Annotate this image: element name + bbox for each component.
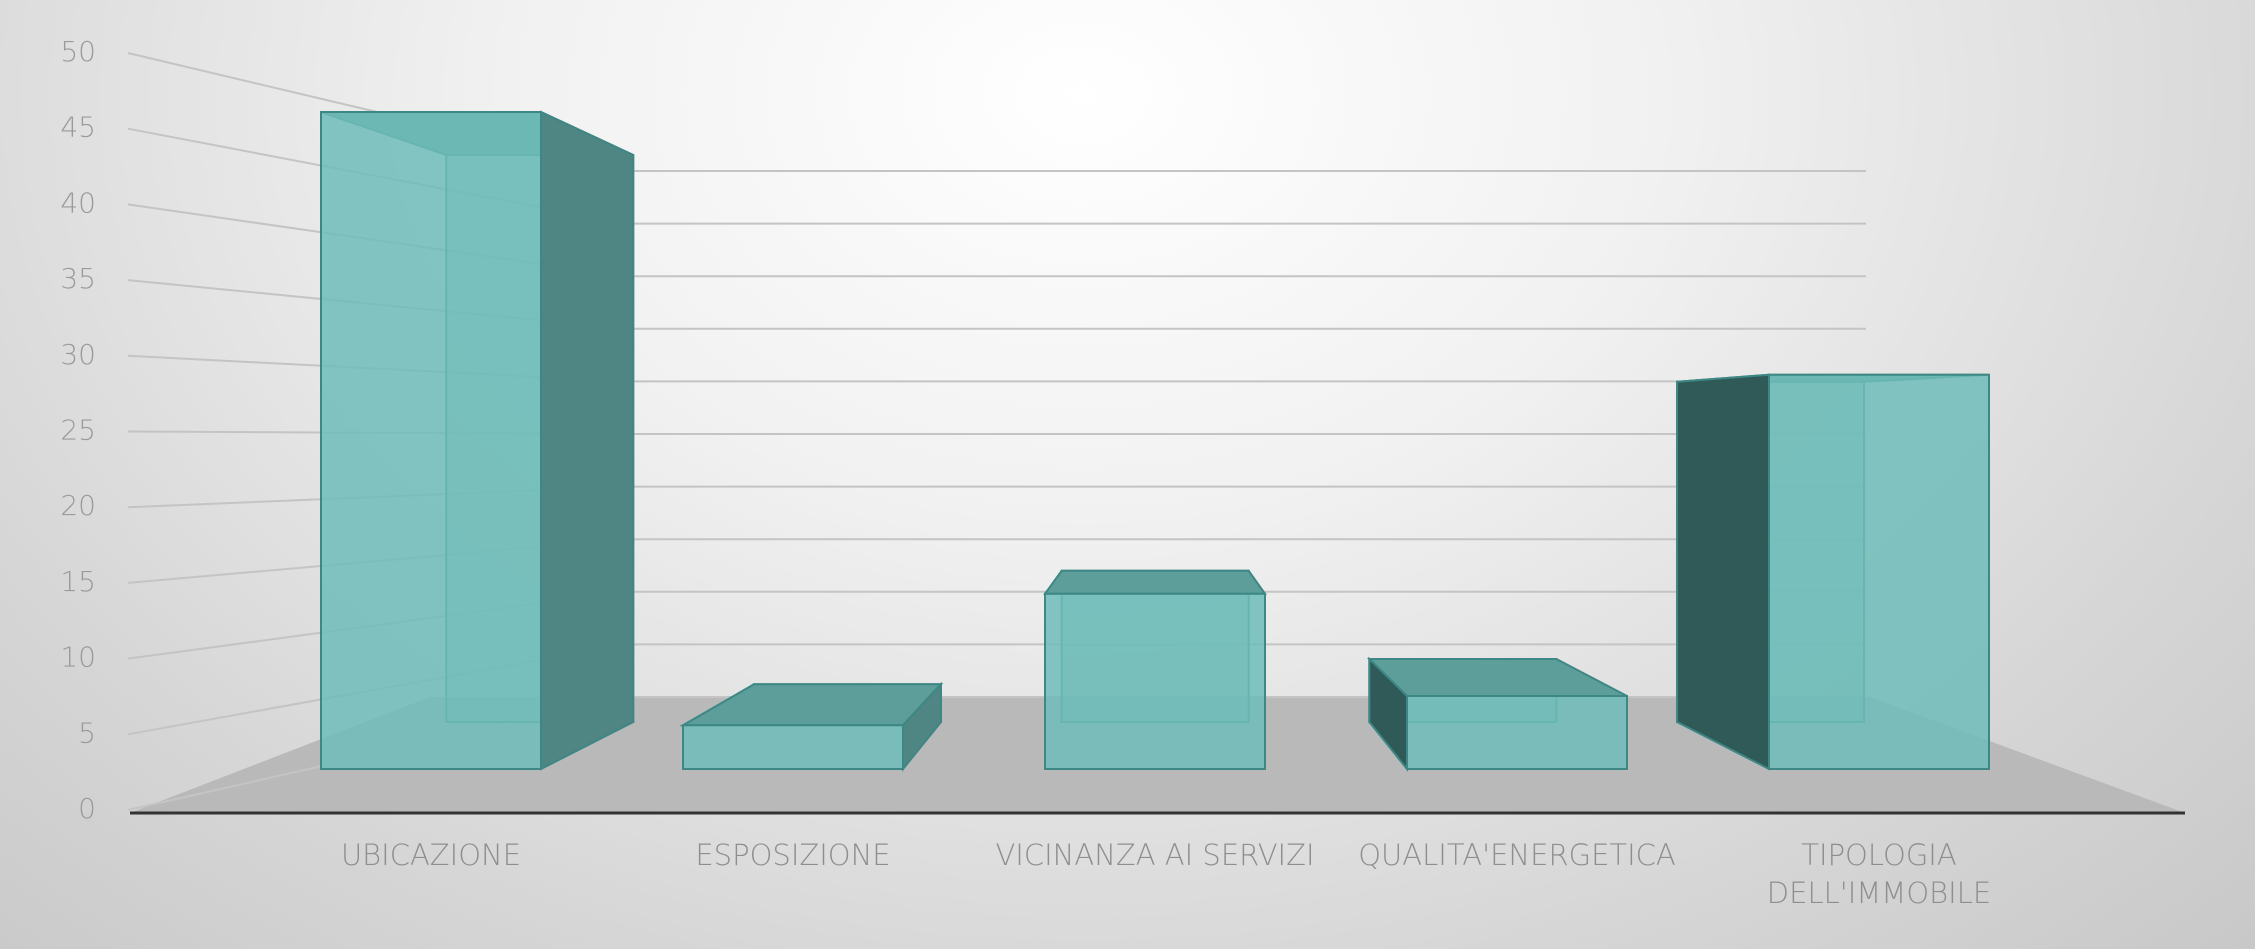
y-tick-label: 45 xyxy=(60,111,96,144)
x-tick-label: QUALITA'ENERGETICA xyxy=(1358,838,1676,872)
y-tick-label: 15 xyxy=(60,565,96,598)
bar xyxy=(1676,373,1990,771)
bar-front xyxy=(320,111,542,770)
bar-top xyxy=(679,683,944,727)
bar-top xyxy=(1366,658,1628,697)
bar-front xyxy=(1406,695,1628,770)
x-tick-label: VICINANZA AI SERVIZI xyxy=(995,838,1315,872)
y-tick-label: 25 xyxy=(60,414,96,447)
x-tick-label: TIPOLOGIA DELL'IMMOBILE xyxy=(1766,838,1992,910)
bar xyxy=(1043,569,1267,770)
bar-side xyxy=(1676,373,1770,771)
y-tick-label: 40 xyxy=(60,186,96,219)
y-tick-label: 20 xyxy=(60,489,96,522)
bar xyxy=(320,110,635,771)
bar-front xyxy=(1044,592,1266,770)
y-tick-label: 30 xyxy=(60,338,96,371)
x-tick-label: UBICAZIONE xyxy=(340,838,522,872)
y-tick-label: 10 xyxy=(60,641,96,674)
y-tick-label: 5 xyxy=(78,716,96,749)
y-tick-label: 35 xyxy=(60,262,96,295)
bar xyxy=(1366,656,1628,772)
bar-front xyxy=(682,724,904,770)
y-tick-label: 50 xyxy=(60,35,96,68)
bar-front xyxy=(1768,373,1990,770)
bar-side xyxy=(540,110,635,771)
bar xyxy=(679,681,944,772)
x-tick-label: ESPOSIZIONE xyxy=(695,838,891,872)
bar-top xyxy=(1043,569,1267,595)
y-tick-label: 0 xyxy=(78,792,96,825)
